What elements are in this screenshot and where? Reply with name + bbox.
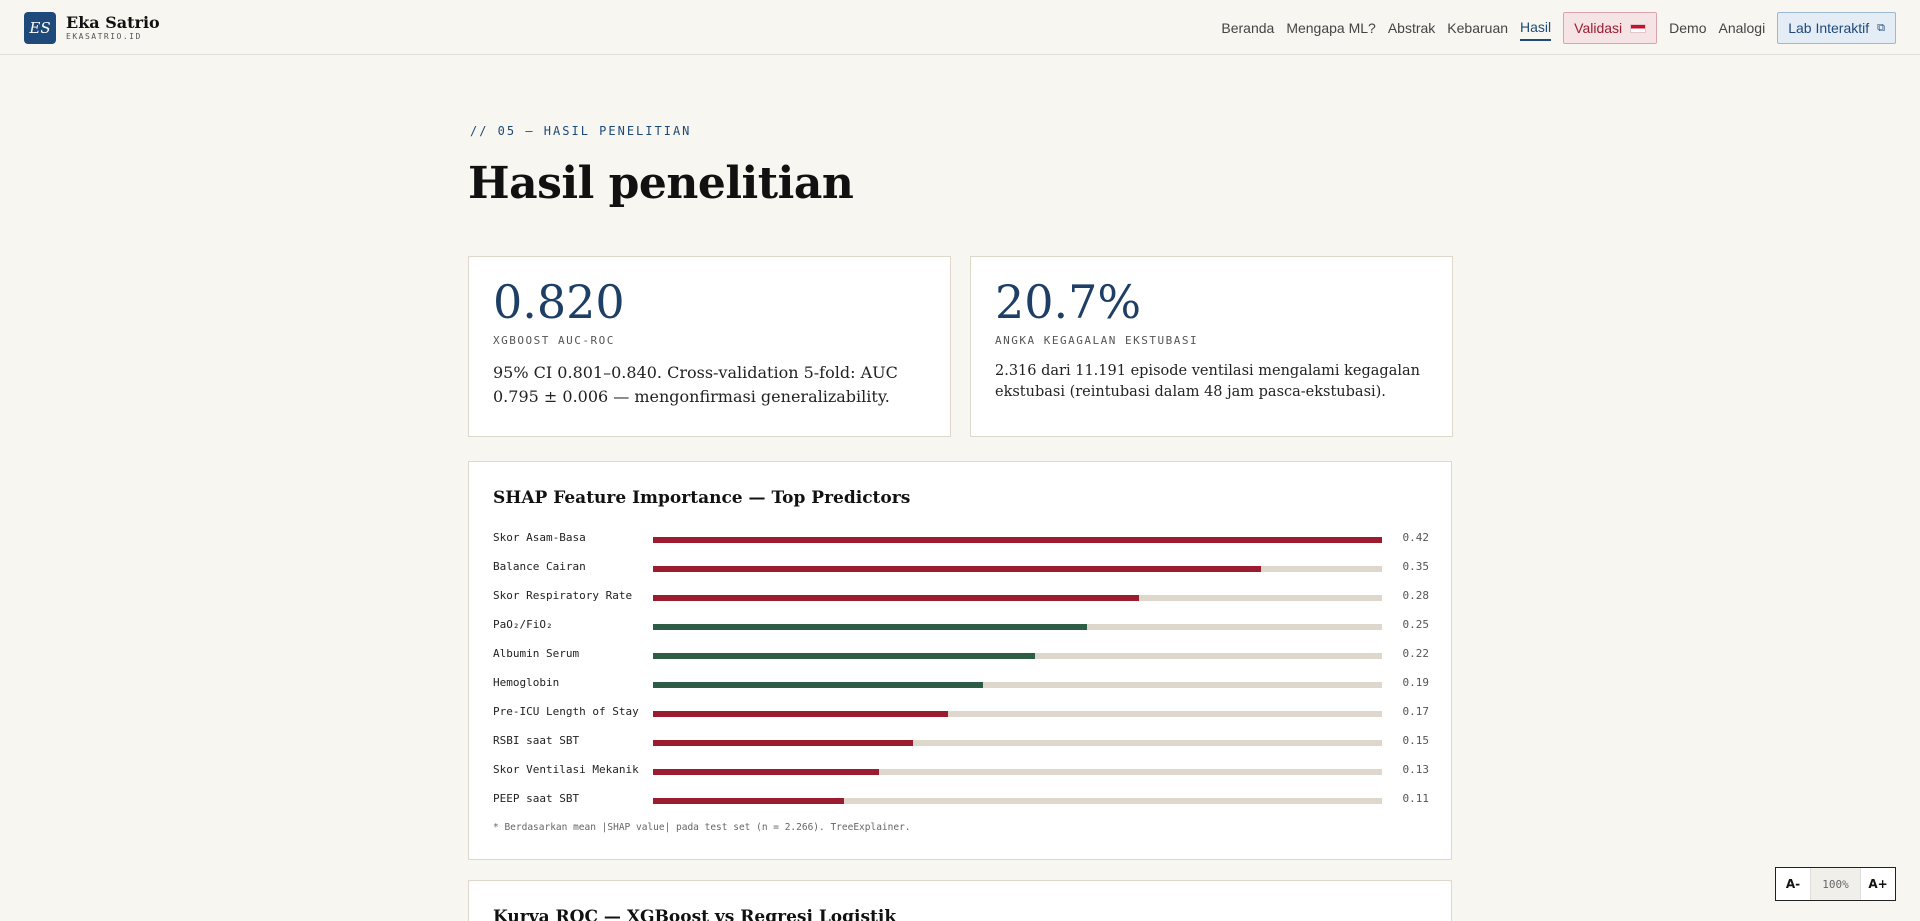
chart-title: SHAP Feature Importance — Top Predictors	[493, 488, 911, 508]
bar-label: Balance Cairan	[493, 560, 586, 573]
bar-track	[653, 595, 1382, 601]
stat-value: 0.820	[493, 275, 625, 329]
font-size-control: A- 100% A+	[1775, 867, 1896, 901]
bar-value-label: 0.17	[1402, 705, 1430, 718]
bar	[653, 566, 1261, 572]
nav-validasi-label: Validasi	[1574, 20, 1623, 36]
chart-footnote: * Berdasarkan mean |SHAP value| pada tes…	[493, 822, 911, 833]
nav-hasil[interactable]: Hasil	[1520, 15, 1552, 41]
brand-subtitle: EKASATRIO.ID	[66, 32, 142, 41]
section-kicker: // 05 — HASIL PENELITIAN	[470, 124, 692, 138]
shap-bar-row: Hemoglobin 0.19	[493, 674, 1429, 694]
bar	[653, 798, 844, 804]
bar-value-label: 0.19	[1402, 676, 1430, 689]
bar-track	[653, 711, 1382, 717]
bar-label: PaO₂/FiO₂	[493, 618, 553, 631]
shap-bar-row: Skor Asam-Basa 0.42	[493, 529, 1429, 549]
stat-card-failure-rate: 20.7% ANGKA KEGAGALAN EKSTUBASI 2.316 da…	[970, 256, 1453, 437]
bar	[653, 769, 879, 775]
shap-bar-row: PEEP saat SBT 0.11	[493, 790, 1429, 810]
stat-value: 20.7%	[995, 275, 1142, 329]
stat-description: 2.316 dari 11.191 episode ventilasi meng…	[995, 363, 1420, 401]
bar	[653, 624, 1087, 630]
bar-label: PEEP saat SBT	[493, 792, 580, 805]
brand-name[interactable]: Eka Satrio	[66, 13, 160, 32]
bar	[653, 740, 913, 746]
indonesia-flag-icon	[1630, 23, 1647, 33]
font-decrease-button[interactable]: A-	[1785, 877, 1801, 891]
site-header: ES Eka Satrio EKASATRIO.ID Beranda Menga…	[0, 0, 1920, 55]
bar-label: Skor Respiratory Rate	[493, 589, 633, 602]
bar-label: Skor Asam-Basa	[493, 531, 586, 544]
bar-track	[653, 653, 1382, 659]
bar-value-label: 0.28	[1402, 589, 1430, 602]
font-zoom-level: 100%	[1810, 868, 1861, 900]
external-link-icon: ⧉	[1877, 21, 1885, 34]
bar	[653, 595, 1139, 601]
nav-validasi-button[interactable]: Validasi	[1563, 12, 1658, 44]
bar-label: RSBI saat SBT	[493, 734, 580, 747]
shap-bar-row: Balance Cairan 0.35	[493, 558, 1429, 578]
bar	[653, 682, 983, 688]
roc-chart-card: Kurva ROC — XGBoost vs Regresi Logistik	[468, 880, 1452, 921]
stat-label: XGBOOST AUC-ROC	[493, 334, 615, 348]
bar	[653, 537, 1382, 543]
nav-beranda[interactable]: Beranda	[1221, 20, 1275, 36]
font-increase-button[interactable]: A+	[1868, 877, 1888, 891]
page-title: Hasil penelitian	[468, 158, 854, 209]
chart-title: Kurva ROC — XGBoost vs Regresi Logistik	[493, 907, 897, 921]
stat-description: 95% CI 0.801–0.840. Cross-validation 5-f…	[493, 363, 898, 407]
bar-value-label: 0.13	[1402, 763, 1430, 776]
stat-label: ANGKA KEGAGALAN EKSTUBASI	[995, 334, 1199, 348]
bar-value-label: 0.15	[1402, 734, 1430, 747]
bar-value-label: 0.22	[1402, 647, 1430, 660]
shap-chart-card: SHAP Feature Importance — Top Predictors…	[468, 461, 1452, 860]
bar-label: Albumin Serum	[493, 647, 580, 660]
bar-value-label: 0.35	[1402, 560, 1430, 573]
bar-track	[653, 566, 1382, 572]
bar-track	[653, 769, 1382, 775]
bar-label: Hemoglobin	[493, 676, 560, 689]
nav-analogi[interactable]: Analogi	[1718, 20, 1766, 36]
bar-value-label: 0.11	[1402, 792, 1430, 805]
bar	[653, 711, 948, 717]
bar	[653, 653, 1035, 659]
shap-bar-row: Pre-ICU Length of Stay 0.17	[493, 703, 1429, 723]
bar-label: Pre-ICU Length of Stay	[493, 705, 639, 718]
shap-bar-row: Skor Respiratory Rate 0.28	[493, 587, 1429, 607]
bar-track	[653, 740, 1382, 746]
lab-interaktif-button[interactable]: Lab Interaktif ⧉	[1777, 12, 1896, 44]
shap-bar-row: Albumin Serum 0.22	[493, 645, 1429, 665]
bar-track	[653, 798, 1382, 804]
shap-bar-row: Skor Ventilasi Mekanik 0.13	[493, 761, 1429, 781]
bar-track	[653, 624, 1382, 630]
nav-abstrak[interactable]: Abstrak	[1387, 20, 1436, 36]
bar-track	[653, 682, 1382, 688]
main-nav: Beranda Mengapa ML? Abstrak Kebaruan Has…	[1221, 12, 1896, 44]
bar-value-label: 0.42	[1402, 531, 1430, 544]
shap-bar-row: PaO₂/FiO₂ 0.25	[493, 616, 1429, 636]
logo-mark[interactable]: ES	[24, 12, 56, 44]
nav-demo[interactable]: Demo	[1669, 20, 1707, 36]
stat-card-auc: 0.820 XGBOOST AUC-ROC 95% CI 0.801–0.840…	[468, 256, 951, 437]
bar-track	[653, 537, 1382, 543]
bar-value-label: 0.25	[1402, 618, 1430, 631]
lab-interaktif-label: Lab Interaktif	[1788, 20, 1870, 36]
nav-mengapa-ml[interactable]: Mengapa ML?	[1286, 20, 1376, 36]
shap-bar-row: RSBI saat SBT 0.15	[493, 732, 1429, 752]
nav-kebaruan[interactable]: Kebaruan	[1447, 20, 1509, 36]
bar-label: Skor Ventilasi Mekanik	[493, 763, 639, 776]
